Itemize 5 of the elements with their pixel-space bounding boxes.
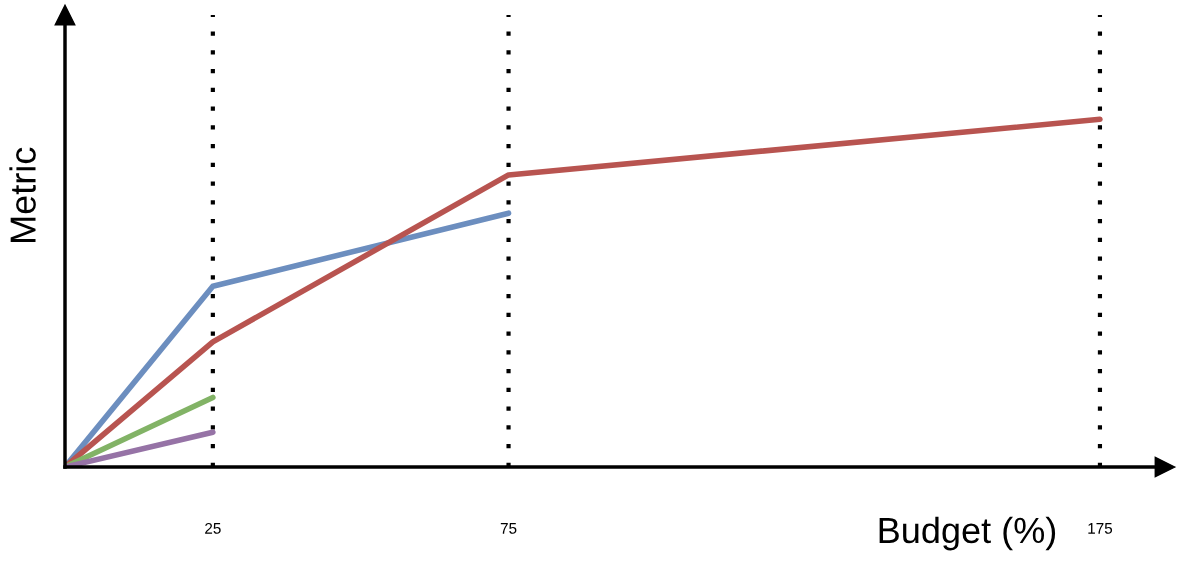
x-tick-label: 175	[1088, 523, 1113, 534]
x-axis-title: Budget (%)	[879, 516, 1056, 551]
y-axis-title: Metric	[9, 147, 36, 242]
x-tick-label: 25	[205, 522, 221, 534]
x-tick-label: 75	[500, 523, 517, 534]
